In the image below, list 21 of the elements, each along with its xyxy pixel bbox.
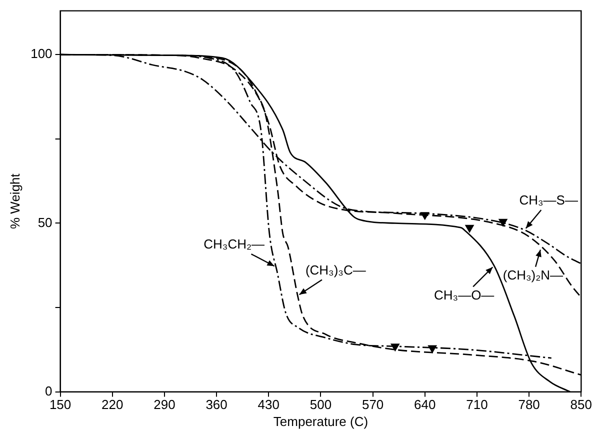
annotation: CH₃CH₂— [204,236,265,252]
x-tick-label: 360 [206,397,228,412]
x-tick-label: 500 [310,397,332,412]
x-tick-label: 780 [518,397,540,412]
x-tick-label: 640 [414,397,436,412]
annotation: (CH₃)₂N— [502,267,564,282]
y-tick-label: 50 [38,214,52,230]
x-axis-title: Temperature (C) [273,414,368,429]
annotation: (CH₃)₃C— [305,262,366,278]
x-tick-label: 430 [258,397,280,412]
annotation: CH₃—O— [434,287,494,302]
annotation: CH₃—S— [519,192,578,208]
x-tick-label: 850 [570,397,592,412]
x-tick-label: 290 [154,397,176,412]
x-tick-label: 150 [49,397,72,412]
x-tick-label: 220 [102,397,124,412]
x-tick-label: 710 [466,397,488,412]
y-tick-label: 100 [30,46,52,62]
y-tick-label: 0 [45,383,52,398]
y-axis-title: % Weight [7,173,22,230]
x-tick-label: 570 [362,397,384,412]
